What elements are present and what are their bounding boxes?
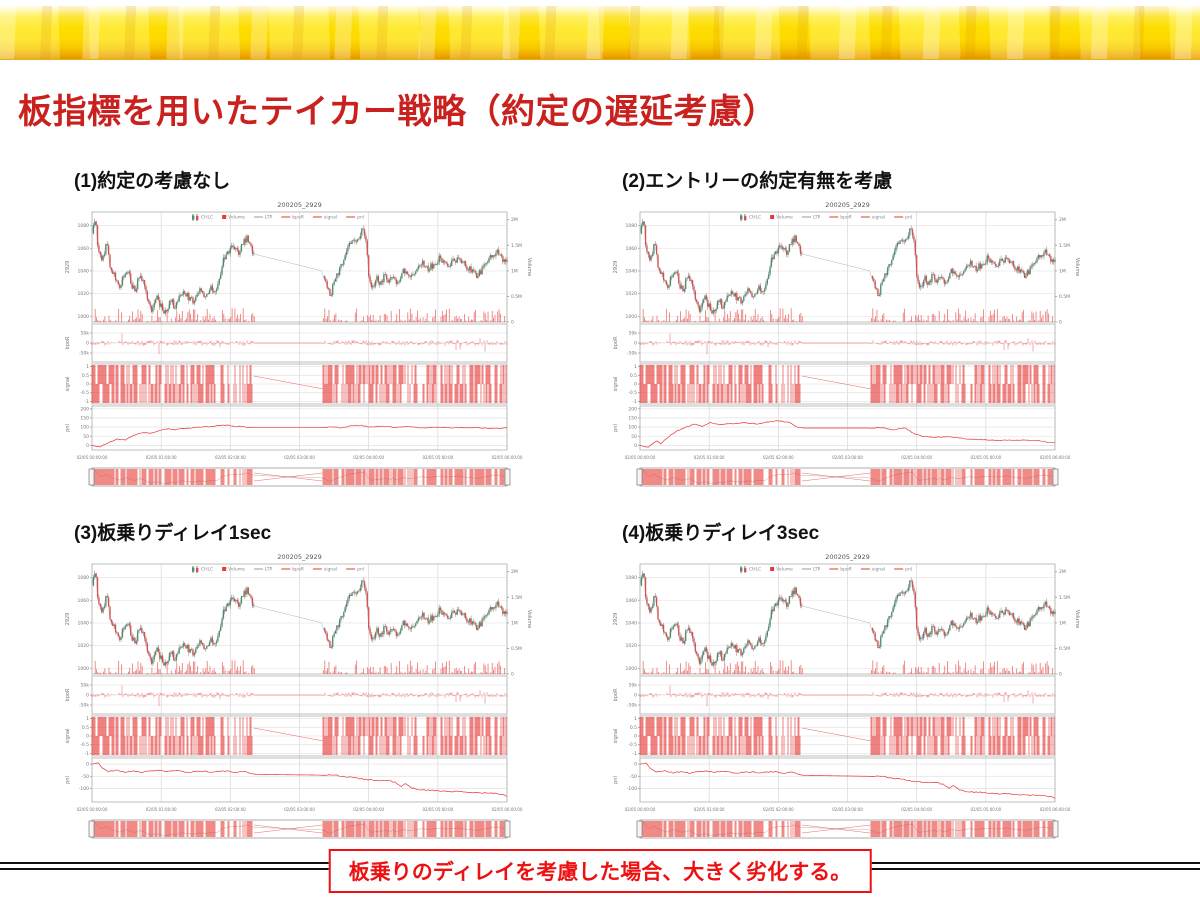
chart-canvas-3: [62, 548, 537, 846]
chart-canvas-4: [610, 548, 1085, 846]
panel-label-2: (2)エントリーの約定有無を考慮: [622, 171, 893, 192]
chart-canvas-1: [62, 196, 537, 494]
conclusion-note: 板乗りのディレイを考慮した場合、大きく劣化する。: [328, 849, 872, 893]
panel-label-1: (1)約定の考慮なし: [74, 171, 231, 192]
page-title: 板指標を用いたテイカー戦略（約定の遅延考慮）: [18, 93, 777, 131]
decorative-yellow-banner: [0, 6, 1200, 60]
panel-label-3: (3)板乗りディレイ1sec: [74, 523, 272, 544]
chart-canvas-2: [610, 196, 1085, 494]
panel-label-4: (4)板乗りディレイ3sec: [622, 523, 820, 544]
